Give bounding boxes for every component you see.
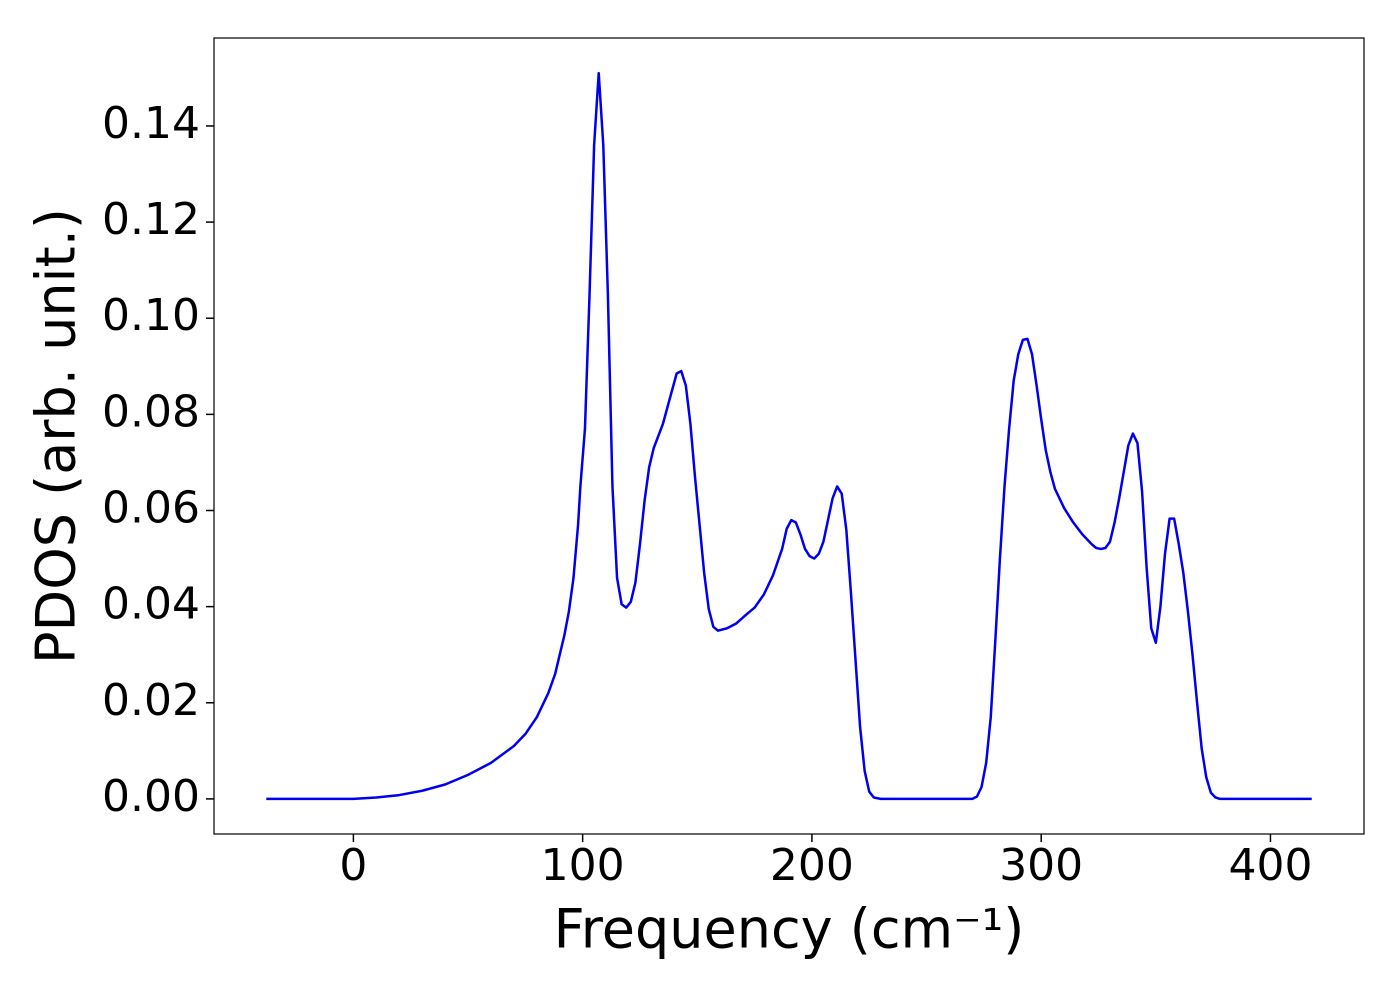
y-tick-label: 0.08 [102, 386, 200, 437]
y-tick-label: 0.10 [102, 290, 200, 341]
y-tick-label: 0.12 [102, 194, 200, 245]
y-tick-label: 0.14 [102, 98, 200, 149]
y-tick-label: 0.02 [102, 675, 200, 726]
x-tick-label: 200 [770, 840, 854, 891]
x-tick-label: 0 [339, 840, 367, 891]
x-axis-label: Frequency (cm⁻¹) [554, 898, 1025, 961]
y-tick-label: 0.04 [102, 579, 200, 630]
line [266, 71, 1312, 801]
y-axis-label: PDOS (arb. unit.) [25, 208, 88, 664]
x-tick-label: 400 [1228, 840, 1312, 891]
y-tick-label: 0.06 [102, 483, 200, 534]
plot-frame [213, 37, 1365, 835]
y-tick-label: 0.00 [102, 771, 200, 822]
x-tick-label: 100 [541, 840, 625, 891]
x-tick-label: 300 [999, 840, 1083, 891]
